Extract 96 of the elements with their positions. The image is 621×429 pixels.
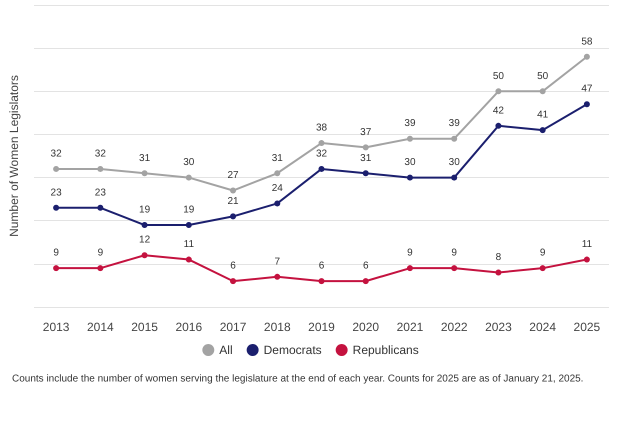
data-label: 31 xyxy=(139,152,151,164)
point xyxy=(318,278,324,284)
data-label: 30 xyxy=(404,157,416,168)
data-label: 39 xyxy=(404,118,416,130)
point xyxy=(142,170,148,176)
data-label: 23 xyxy=(94,187,106,198)
data-label: 32 xyxy=(316,148,328,160)
data-label: 41 xyxy=(537,110,549,121)
data-label: 32 xyxy=(50,148,62,160)
data-label: 50 xyxy=(537,70,549,82)
data-label: 7 xyxy=(274,256,280,268)
x-tick-label: 2020 xyxy=(352,320,380,334)
data-label: 42 xyxy=(492,105,504,116)
point xyxy=(584,54,590,60)
point xyxy=(584,101,590,108)
data-label: 23 xyxy=(50,187,62,198)
data-label: 37 xyxy=(360,126,372,138)
x-tick-label: 2017 xyxy=(220,320,247,334)
point xyxy=(186,174,192,181)
point xyxy=(362,144,369,150)
point xyxy=(495,269,502,276)
point xyxy=(495,88,502,94)
legend-label: Republicans xyxy=(352,343,419,357)
data-label: 11 xyxy=(582,239,593,250)
data-label: 47 xyxy=(581,84,593,95)
x-tick-label: 2016 xyxy=(175,320,202,334)
x-tick-label: 2021 xyxy=(396,320,424,334)
data-label: 9 xyxy=(407,248,414,259)
data-label: 31 xyxy=(272,152,284,164)
data-label: 50 xyxy=(492,70,504,82)
point xyxy=(540,265,546,272)
point xyxy=(53,166,60,172)
point xyxy=(230,188,236,194)
data-label: 32 xyxy=(94,148,106,160)
point xyxy=(540,127,546,134)
x-tick-label: 2019 xyxy=(308,320,336,334)
point xyxy=(186,222,192,228)
point xyxy=(362,170,369,176)
data-label: 27 xyxy=(227,170,240,182)
data-label: 19 xyxy=(183,204,195,216)
point xyxy=(142,222,148,228)
point xyxy=(495,122,502,129)
x-tick-label: 2023 xyxy=(485,320,512,334)
data-label: 24 xyxy=(272,182,284,194)
data-label: 30 xyxy=(448,157,460,168)
data-label: 6 xyxy=(230,260,236,272)
point xyxy=(584,256,590,263)
point xyxy=(230,278,236,284)
point xyxy=(97,265,104,272)
x-tick-label: 2024 xyxy=(529,320,556,334)
legend-label: All xyxy=(219,343,233,357)
point xyxy=(362,278,369,284)
data-label: 9 xyxy=(451,248,458,259)
point xyxy=(53,204,60,211)
point xyxy=(318,166,324,172)
data-label: 39 xyxy=(448,118,460,130)
point xyxy=(186,256,192,263)
data-label: 38 xyxy=(316,122,328,134)
text: Counts include the number of women serving the legislature at the end of each year. Counts for 2025 are as of January 21, 2025. xyxy=(12,374,584,384)
point xyxy=(274,200,280,206)
point xyxy=(230,213,236,220)
data-label: 8 xyxy=(496,252,502,263)
point xyxy=(274,170,280,176)
data-label: 11 xyxy=(184,239,194,250)
legend-label: Democrats xyxy=(264,343,322,357)
x-tick-label: 2013 xyxy=(42,320,70,334)
point xyxy=(406,174,413,181)
x-tick-label: 2018 xyxy=(264,320,291,334)
point xyxy=(274,274,280,280)
data-label: 19 xyxy=(139,204,151,216)
point xyxy=(97,166,104,172)
point xyxy=(451,265,458,272)
data-label: 9 xyxy=(540,248,546,259)
data-label: 6 xyxy=(362,260,369,272)
data-label: 30 xyxy=(183,157,195,168)
point xyxy=(142,252,148,258)
x-tick-label: 2022 xyxy=(440,320,468,334)
point xyxy=(451,174,458,181)
data-label: 6 xyxy=(318,260,325,272)
point xyxy=(406,136,413,142)
data-label: 58 xyxy=(581,36,593,48)
data-label: 21 xyxy=(227,196,240,207)
data-label: 9 xyxy=(98,248,104,259)
point xyxy=(406,265,413,272)
point xyxy=(540,88,546,94)
data-label: 12 xyxy=(139,234,151,246)
data-label: 31 xyxy=(360,152,372,164)
point xyxy=(97,204,104,211)
point xyxy=(53,265,60,272)
data-label: 9 xyxy=(53,248,60,259)
point xyxy=(318,140,324,146)
point xyxy=(451,136,458,142)
x-tick-label: 2014 xyxy=(86,320,114,334)
x-tick-label: 2015 xyxy=(131,320,158,334)
y-axis-title: Number of Women Legislators xyxy=(7,75,21,237)
x-tick-label: 2025 xyxy=(574,320,601,334)
